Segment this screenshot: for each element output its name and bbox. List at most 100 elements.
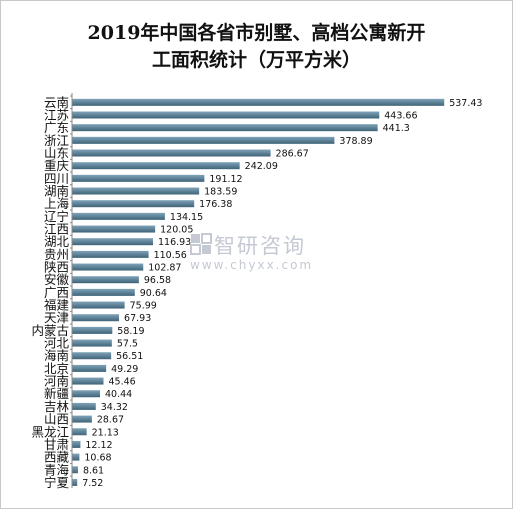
category-label: 宁夏 <box>44 475 70 490</box>
category-label: 天津 <box>44 310 69 325</box>
bar <box>72 428 87 436</box>
value-label: 242.09 <box>245 161 278 172</box>
bar <box>72 149 271 157</box>
bar <box>72 98 445 106</box>
watermark-url: www.chyxx.com <box>190 258 314 272</box>
value-label: 10.68 <box>84 453 111 464</box>
watermark: 智研咨询 www.chyxx.com <box>190 230 340 285</box>
value-label: 8.61 <box>83 465 104 476</box>
chart-title-line-2: 工面积统计（万平方米） <box>151 49 361 71</box>
bar <box>72 301 125 309</box>
bar <box>72 136 335 144</box>
value-label: 58.19 <box>117 326 144 337</box>
category-label: 浙江 <box>44 133 69 148</box>
bar <box>72 263 144 271</box>
category-label: 辽宁 <box>44 209 69 224</box>
category-label: 黑龙江 <box>31 424 69 439</box>
value-label: 102.87 <box>148 263 181 274</box>
value-label: 67.93 <box>124 313 151 324</box>
value-label: 537.43 <box>449 98 482 109</box>
bar <box>72 111 380 119</box>
bars-layer: 云南 537.43 江苏 443.66 广东 441.3 浙江 378.89 山东 286.67 重… <box>31 95 482 490</box>
category-label: 山东 <box>44 146 69 161</box>
value-label: 7.52 <box>82 478 103 489</box>
bar <box>72 124 378 132</box>
value-label: 110.56 <box>154 250 187 261</box>
category-label: 重庆 <box>44 158 70 173</box>
value-label: 90.64 <box>140 288 167 299</box>
value-label: 96.58 <box>144 275 171 286</box>
value-label: 12.12 <box>85 440 112 451</box>
value-label: 286.67 <box>276 149 309 160</box>
category-label: 上海 <box>44 196 70 211</box>
value-label: 45.46 <box>108 377 135 388</box>
category-label: 吉林 <box>44 399 70 414</box>
bar <box>72 162 240 170</box>
chart-title: 2019年中国各省市别墅、高档公寓新开 工面积统计（万平方米） <box>0 20 513 74</box>
value-label: 116.93 <box>158 237 191 248</box>
bar <box>72 250 149 258</box>
bar <box>72 466 78 474</box>
bar <box>72 288 135 296</box>
value-label: 21.13 <box>92 427 119 438</box>
category-label: 四川 <box>44 171 69 186</box>
category-label: 北京 <box>44 361 69 376</box>
bar <box>72 276 139 284</box>
category-label: 河北 <box>44 336 70 351</box>
category-label: 海南 <box>44 348 69 363</box>
category-label: 陕西 <box>44 260 69 275</box>
bar <box>72 225 156 233</box>
value-label: 49.29 <box>111 364 138 375</box>
bar <box>72 187 200 195</box>
category-label: 江苏 <box>44 108 69 123</box>
bar <box>72 326 113 334</box>
category-label: 广东 <box>44 120 69 135</box>
value-label: 134.15 <box>170 212 203 223</box>
value-label: 176.38 <box>199 199 232 210</box>
category-label: 湖北 <box>44 234 70 249</box>
bar <box>72 212 165 220</box>
category-label: 新疆 <box>44 386 69 401</box>
value-label: 183.59 <box>204 187 237 198</box>
bar <box>72 352 112 360</box>
value-label: 75.99 <box>130 301 157 312</box>
bar <box>72 174 205 182</box>
bar <box>72 364 107 372</box>
bar <box>72 339 112 347</box>
watermark-name: 智研咨询 <box>214 234 306 258</box>
value-label: 28.67 <box>97 415 124 426</box>
bar <box>72 453 80 461</box>
category-label: 湖南 <box>44 184 69 199</box>
value-label: 120.05 <box>160 225 193 236</box>
category-label: 山西 <box>44 412 69 427</box>
category-label: 青海 <box>44 462 70 477</box>
category-label: 福建 <box>44 298 70 313</box>
value-label: 378.89 <box>339 136 372 147</box>
bar <box>72 314 120 322</box>
bar <box>72 238 153 246</box>
category-label: 广西 <box>44 285 69 300</box>
value-label: 56.51 <box>116 351 143 362</box>
bar <box>72 402 96 410</box>
value-label: 443.66 <box>384 111 417 122</box>
bar <box>72 200 195 208</box>
value-label: 57.5 <box>117 339 138 350</box>
value-label: 40.44 <box>105 389 132 400</box>
category-label: 甘肃 <box>44 437 69 452</box>
value-label: 191.12 <box>209 174 242 185</box>
value-label: 441.3 <box>383 123 410 134</box>
category-label: 安徽 <box>44 272 70 287</box>
category-label: 河南 <box>44 374 69 389</box>
bar <box>72 377 104 385</box>
chart-title-line-1: 2019年中国各省市别墅、高档公寓新开 <box>87 22 426 44</box>
watermark-logo-icon <box>190 233 212 255</box>
bar <box>72 440 81 448</box>
bar <box>72 390 101 398</box>
category-label: 云南 <box>44 95 69 110</box>
category-label: 贵州 <box>44 247 69 262</box>
bar <box>72 415 92 423</box>
category-label: 内蒙古 <box>31 323 69 338</box>
bar <box>72 478 78 486</box>
category-label: 江西 <box>44 222 69 237</box>
